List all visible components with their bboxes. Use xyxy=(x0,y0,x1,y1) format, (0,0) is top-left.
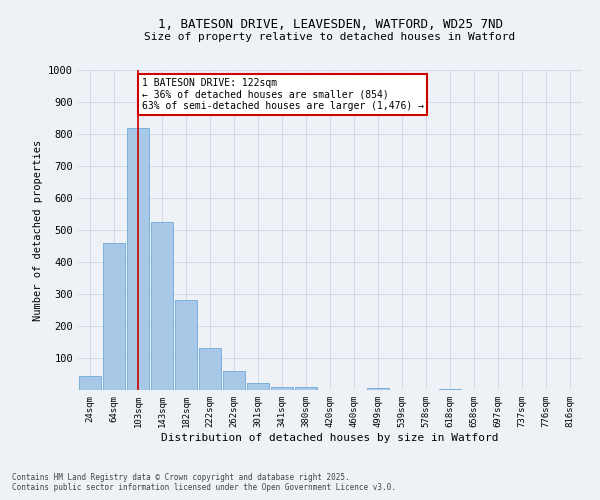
Bar xyxy=(367,388,389,390)
Bar xyxy=(151,222,173,390)
Bar xyxy=(271,387,293,390)
Bar xyxy=(103,243,125,390)
Y-axis label: Number of detached properties: Number of detached properties xyxy=(32,140,43,320)
Bar xyxy=(223,372,245,390)
X-axis label: Distribution of detached houses by size in Watford: Distribution of detached houses by size … xyxy=(161,432,499,442)
Bar xyxy=(199,348,221,390)
Bar xyxy=(247,383,269,390)
Bar xyxy=(439,389,461,390)
Bar xyxy=(175,300,197,390)
Text: 1 BATESON DRIVE: 122sqm
← 36% of detached houses are smaller (854)
63% of semi-d: 1 BATESON DRIVE: 122sqm ← 36% of detache… xyxy=(142,78,424,111)
Bar xyxy=(127,128,149,390)
Text: 1, BATESON DRIVE, LEAVESDEN, WATFORD, WD25 7ND: 1, BATESON DRIVE, LEAVESDEN, WATFORD, WD… xyxy=(157,18,503,30)
Bar xyxy=(295,387,317,390)
Bar xyxy=(79,376,101,390)
Text: Size of property relative to detached houses in Watford: Size of property relative to detached ho… xyxy=(145,32,515,42)
Text: Contains HM Land Registry data © Crown copyright and database right 2025.
Contai: Contains HM Land Registry data © Crown c… xyxy=(12,473,396,492)
